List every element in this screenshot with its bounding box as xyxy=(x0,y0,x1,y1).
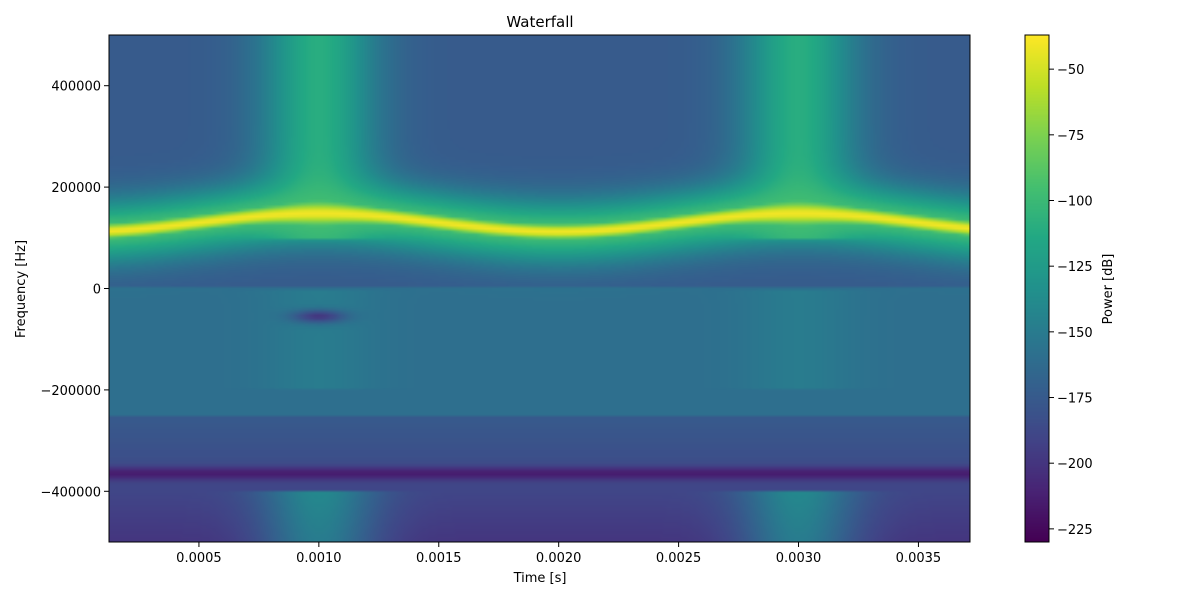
colorbar-ticks: −50 −75 −100 −125 −150 −175 −200 −225 xyxy=(1049,63,1093,538)
chart-title: Waterfall xyxy=(506,13,573,31)
y-tick-label: −200000 xyxy=(40,384,101,399)
colorbar-tick-label: −125 xyxy=(1057,260,1093,275)
colorbar-label: Power [dB] xyxy=(1101,254,1116,325)
colorbar-tick-label: −150 xyxy=(1057,326,1093,341)
y-tick-label: 200000 xyxy=(51,181,101,196)
x-tick-label: 0.0010 xyxy=(296,551,342,566)
plot-area xyxy=(108,34,971,543)
colorbar-tick-label: −50 xyxy=(1057,63,1084,78)
colorbar-frame xyxy=(1024,34,1050,543)
colorbar-tick-label: −200 xyxy=(1057,457,1093,472)
spectrogram-heatmap xyxy=(109,35,970,542)
colorbar-tick-label: −75 xyxy=(1057,129,1084,144)
x-tick-label: 0.0020 xyxy=(536,551,582,566)
x-tick-label: 0.0030 xyxy=(776,551,822,566)
y-tick-label: −400000 xyxy=(40,485,101,500)
x-tick-label: 0.0025 xyxy=(656,551,702,566)
y-axis-ticks: 400000 200000 0 −200000 −400000 xyxy=(40,80,109,500)
colorbar-tick-label: −175 xyxy=(1057,392,1093,407)
y-axis-label: Frequency [Hz] xyxy=(14,240,29,338)
x-tick-label: 0.0035 xyxy=(896,551,942,566)
x-axis-ticks: 0.0005 0.0010 0.0015 0.0020 0.0025 0.0030 0.00… xyxy=(176,542,941,566)
colorbar-tick-label: −225 xyxy=(1057,523,1093,538)
y-tick-label: 0 xyxy=(93,283,101,298)
colorbar-tick-label: −100 xyxy=(1057,194,1093,209)
colorbar: −50 −75 −100 −125 −150 −175 −200 −225 Power [dB… xyxy=(1024,34,1116,543)
colorbar-gradient xyxy=(1025,35,1049,542)
x-tick-label: 0.0005 xyxy=(176,551,222,566)
y-tick-label: 400000 xyxy=(51,80,101,95)
x-tick-label: 0.0015 xyxy=(416,551,462,566)
x-axis-label: Time [s] xyxy=(513,571,567,586)
